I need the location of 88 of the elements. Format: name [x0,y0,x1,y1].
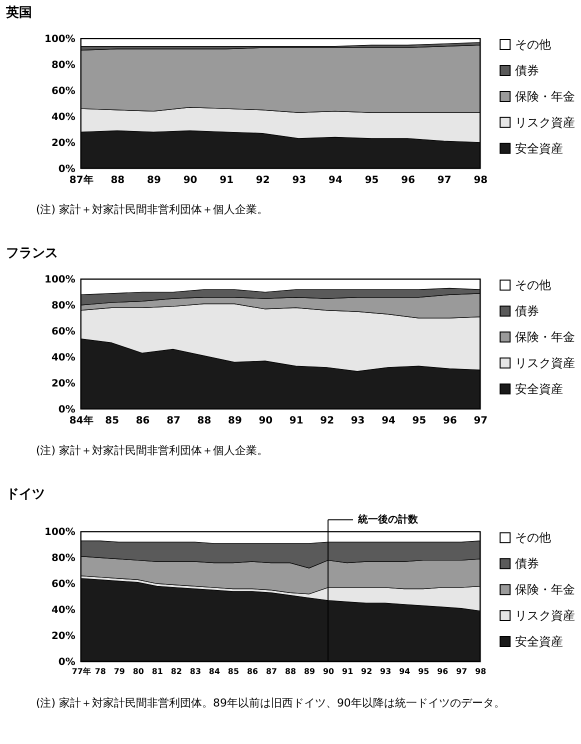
y-tick-label: 40% [51,352,76,364]
y-tick-label: 60% [51,579,76,590]
legend-label: リスク資産 [515,356,576,370]
x-tick-label: 89 [147,174,161,186]
legend-label: 債券 [515,304,540,318]
x-tick-label: 90 [323,666,335,676]
x-tick-label: 94 [382,415,396,426]
legend-label: リスク資産 [515,608,576,623]
legend-label: 債券 [515,556,540,571]
x-tick-label: 91 [342,666,354,676]
chart-title: 英国 [4,6,32,21]
x-tick-label: 87 [166,415,181,426]
x-tick-label: 95 [412,415,426,426]
legend-label: 安全資産 [515,141,564,156]
y-tick-label: 20% [51,138,76,149]
legend-label: 保険・年金 [515,582,576,597]
x-tick-label: 97 [456,666,468,676]
x-tick-label: 93 [292,174,306,186]
y-tick-label: 20% [51,378,76,390]
y-tick-label: 80% [51,300,76,312]
x-tick-label: 88 [197,415,212,426]
x-tick-label: 85 [228,666,240,676]
y-tick-label: 0% [58,656,76,668]
x-tick-label: 90 [183,174,198,186]
x-tick-label: 92 [361,666,372,676]
x-tick-label: 91 [220,174,234,186]
x-tick-label: 96 [437,666,449,676]
x-tick-label: 98 [475,666,487,676]
y-tick-label: 100% [44,527,76,538]
x-tick-label: 85 [105,415,120,426]
y-tick-label: 80% [51,553,76,564]
text: (注) 家計＋対家計民間非営利団体＋個人企業。 [36,203,268,216]
x-tick-label: 92 [256,174,270,186]
legend-label: リスク資産 [515,115,576,130]
x-tick-label: 84 [208,666,220,676]
x-tick-label: 87 [266,666,278,676]
x-tick-label: 84年 [69,414,94,426]
chart-title: ドイツ [6,486,45,502]
x-tick-label: 97 [474,415,488,426]
text: (注) 家計＋対家計民間非営利団体。89年以前は旧西ドイツ、90年以降は統一ドイツのデータ。 [36,696,505,710]
x-tick-label: 80 [132,666,144,676]
legend-label: 債券 [515,63,540,78]
ref-line-label: 統一後の計数 [357,514,420,526]
y-tick-label: 80% [51,60,76,71]
y-tick-label: 40% [51,112,76,123]
legend-label: 安全資産 [515,382,564,396]
x-tick-label: 86 [246,666,258,676]
y-tick-label: 0% [58,164,76,175]
x-tick-label: 77年 [72,666,91,676]
x-tick-label: 89 [304,666,316,676]
y-tick-label: 100% [44,274,76,286]
x-tick-label: 91 [289,415,304,426]
legend-label: 安全資産 [515,634,564,649]
x-tick-label: 88 [284,666,297,676]
x-tick-label: 96 [443,415,457,426]
legend-label: その他 [515,278,552,292]
x-tick-label: 90 [258,415,273,426]
chart-title: フランス [6,246,58,262]
y-tick-label: 60% [51,86,76,97]
x-tick-label: 88 [110,174,125,186]
y-tick-label: 0% [58,404,76,416]
legend-label: 保険・年金 [515,330,576,344]
x-tick-label: 93 [380,666,392,676]
x-tick-label: 79 [114,666,126,676]
x-tick-label: 92 [320,415,334,426]
x-tick-label: 82 [170,666,182,676]
text: (注) 家計＋対家計民間非営利団体＋個人企業。 [36,444,268,457]
legend-label: 保険・年金 [515,89,576,104]
x-tick-label: 81 [152,666,163,676]
x-tick-label: 97 [437,174,452,186]
x-tick-label: 89 [228,415,242,426]
x-tick-label: 94 [328,174,342,186]
x-tick-label: 96 [401,174,416,186]
x-tick-label: 78 [94,666,106,676]
x-tick-label: 98 [474,174,488,186]
legend-label: その他 [515,38,552,52]
y-tick-label: 100% [44,34,76,46]
x-tick-label: 95 [364,174,379,186]
x-tick-label: 87年 [69,174,94,186]
x-tick-label: 93 [350,415,365,426]
x-tick-label: 94 [399,666,411,676]
y-tick-label: 60% [51,326,76,338]
x-tick-label: 83 [190,666,201,676]
y-tick-label: 40% [51,605,76,616]
x-tick-label: 86 [136,415,150,426]
x-tick-label: 95 [418,666,430,676]
legend-label: その他 [515,530,552,545]
y-tick-label: 20% [51,631,76,642]
